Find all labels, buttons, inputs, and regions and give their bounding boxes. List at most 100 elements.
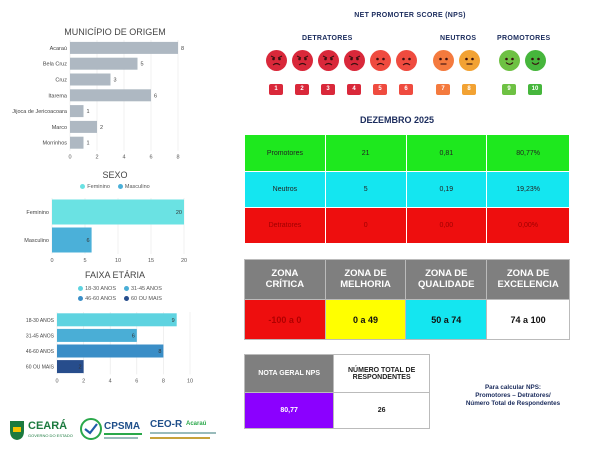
nps-face-icon	[370, 50, 391, 71]
bar	[52, 199, 184, 225]
formula-line-1: Para calcular NPS:	[484, 384, 541, 391]
row-neutros: Neutros 5 0,19 19,23%	[244, 171, 570, 208]
data-label: 2	[100, 125, 103, 131]
category-label: Marco	[52, 125, 67, 131]
nps-score-box: 9	[502, 84, 516, 95]
category-label: 46-60 ANOS	[26, 349, 55, 355]
tick-label: 8	[162, 378, 165, 384]
category-label: Jijoca de Jericoacoara	[12, 109, 68, 115]
group-neutros: NEUTROS	[440, 35, 477, 42]
category-label: Morrinhos	[43, 141, 68, 147]
bar	[57, 360, 84, 374]
nps-score-box: 5	[373, 84, 387, 95]
zone-melhoria-range: 0 a 49	[324, 299, 407, 340]
category-label: Feminino	[26, 210, 49, 216]
results-label: Promotores	[244, 134, 326, 172]
sexo-title: SEXO	[102, 170, 128, 180]
zone-excelencia-range: 74 a 100	[486, 299, 570, 340]
data-label: 3	[114, 78, 117, 84]
results-label: Neutros	[244, 171, 326, 208]
bar	[70, 105, 84, 118]
tick-label: 0	[50, 258, 53, 264]
results-count: 5	[324, 171, 407, 208]
nps-face-icon	[499, 50, 520, 71]
nota-table: NOTA GERAL NPS NÚMERO TOTAL DE RESPONDEN…	[243, 354, 430, 429]
row-detratores: Detratores 0 0,00 0,00%	[244, 207, 570, 244]
faixa-chart: 0 2 4 6 8 10 18-30 ANOS 9 31-45 ANOS 6 46-60 ANOS 8…	[26, 312, 193, 384]
total-value: 26	[333, 392, 430, 429]
results-label: Detratores	[244, 207, 326, 244]
ceara-logo: CEARÁ GOVERNO DO ESTADO	[8, 417, 76, 443]
data-label: 20	[176, 210, 182, 216]
group-detratores: DETRATORES	[302, 35, 353, 42]
bar	[70, 136, 84, 149]
nps-score-box: 3	[321, 84, 335, 95]
formula-line-3: Número Total de Respondentes	[465, 399, 561, 407]
nps-score-box: 2	[295, 84, 309, 95]
results-count: 0	[324, 207, 407, 244]
data-label: 8	[158, 349, 161, 355]
tick-label: 6	[149, 155, 152, 160]
zone-critica-name: ZONA CRÍTICA	[244, 259, 326, 300]
category-label: Cruz	[55, 78, 67, 84]
tick-label: 15	[148, 258, 154, 264]
ceo-r-logo-text: CEO-R	[150, 419, 183, 430]
faixa-title: FAIXA ETÁRIA	[84, 270, 146, 280]
nota-label: NOTA GERAL NPS	[243, 354, 335, 393]
ceo-r-logo: CEO-R Acaraú	[150, 417, 220, 443]
legend-masculino: Masculino	[117, 184, 150, 190]
results-percent: 80,77%	[486, 134, 570, 172]
bar	[70, 89, 151, 102]
ceara-logo-text: CEARÁ	[28, 420, 68, 432]
ceo-r-logo-city: Acaraú	[186, 421, 207, 427]
tick-label: 2	[95, 155, 98, 160]
data-label: 6	[87, 238, 90, 244]
nota-value: 80,77	[243, 392, 335, 429]
nps-face-icon	[318, 50, 339, 71]
nps-face-icon	[459, 50, 480, 71]
bar	[70, 41, 178, 54]
legend-18-30: 18-30 ANOS	[78, 286, 116, 292]
nps-face-icon	[433, 50, 454, 71]
results-fraction: 0,81	[405, 134, 488, 172]
nps-score-box: 10	[528, 84, 542, 95]
total-label: NÚMERO TOTAL DE RESPONDENTES	[333, 354, 430, 393]
category-label: 60 OU MAIS	[26, 365, 55, 371]
data-label: 8	[181, 46, 184, 52]
cpsma-logo: CPSMA	[80, 417, 146, 443]
results-percent: 19,23%	[486, 171, 570, 208]
ceara-logo-subtext: GOVERNO DO ESTADO	[28, 433, 73, 438]
nps-face-icon	[292, 50, 313, 71]
tick-label: 20	[181, 258, 187, 264]
data-label: 1	[87, 109, 90, 115]
faixa-legend: 18-30 ANOS 31-45 ANOS 46-60 ANOS 60 OU M…	[60, 286, 180, 302]
month-title: DEZEMBRO 2025	[360, 115, 435, 125]
tick-label: 0	[68, 155, 71, 160]
tick-label: 2	[82, 378, 85, 384]
nps-face-icon	[344, 50, 365, 71]
formula-line-2: Promotores – Detratores/	[475, 391, 551, 399]
legend-31-45: 31-45 ANOS	[124, 286, 162, 292]
tick-label: 8	[176, 155, 179, 160]
category-label: Acaraú	[50, 46, 67, 52]
tick-label: 5	[83, 258, 86, 264]
nps-formula-note: Para calcular NPS: Promotores – Detrator…	[452, 384, 574, 408]
nps-score-box: 4	[347, 84, 361, 95]
municipio-chart: 0 2 4 6 8 Acaraú 8 Bela Cruz 5 Cruz 3 Itarema 6 Jijoc…	[12, 40, 184, 160]
results-count: 21	[324, 134, 407, 172]
legend-46-60: 46-60 ANOS	[78, 296, 116, 302]
bar	[70, 57, 138, 70]
cpsma-logo-text: CPSMA	[104, 421, 141, 432]
sexo-legend: Feminino Masculino	[40, 184, 190, 190]
results-fraction: 0,19	[405, 171, 488, 208]
category-label: 31-45 ANOS	[26, 333, 55, 339]
tick-label: 0	[55, 378, 58, 384]
bar	[70, 73, 111, 86]
bar	[57, 328, 137, 342]
legend-60-mais: 60 OU MAIS	[124, 296, 162, 302]
tick-label: 10	[115, 258, 121, 264]
row-promotores: Promotores 21 0,81 80,77%	[244, 134, 570, 172]
bar	[57, 313, 177, 327]
sexo-chart: 0 5 10 15 20 Feminino 20 Masculino 6	[24, 198, 187, 264]
zone-qualidade-range: 50 a 74	[405, 299, 488, 340]
